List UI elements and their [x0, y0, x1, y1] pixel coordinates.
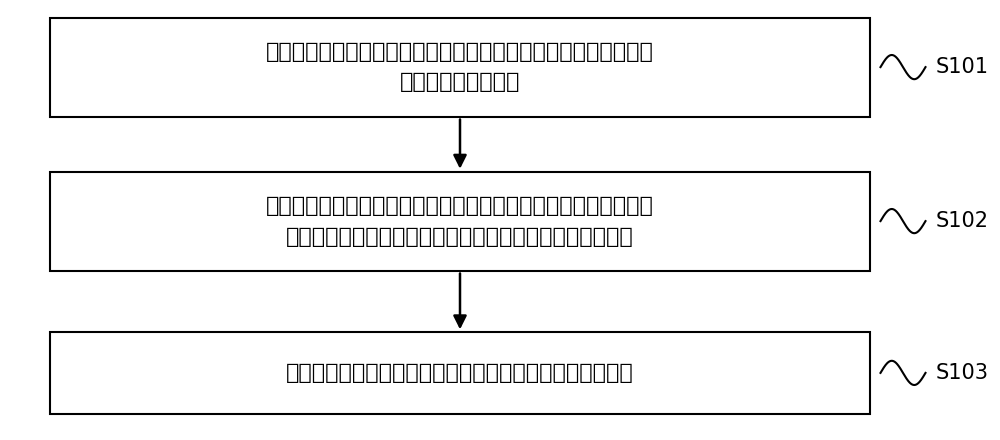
Text: S102: S102 — [936, 211, 989, 231]
Text: S103: S103 — [936, 363, 989, 383]
Text: 第二支路分波信号进行功率调整和相位调整获得补偿光载波: 第二支路分波信号进行功率调整和相位调整获得补偿光载波 — [286, 227, 634, 246]
FancyBboxPatch shape — [50, 332, 870, 414]
Text: 和第二支路分波信号: 和第二支路分波信号 — [400, 73, 520, 92]
Text: 获取待处理光信号，并对待处理光信号分光获得第一支路分波信号: 获取待处理光信号，并对待处理光信号分光获得第一支路分波信号 — [266, 42, 654, 62]
Text: 对第一调制光载波与补偿光载波合光，获得第二调制光载波: 对第一调制光载波与补偿光载波合光，获得第二调制光载波 — [286, 363, 634, 383]
FancyBboxPatch shape — [50, 172, 870, 271]
FancyBboxPatch shape — [50, 18, 870, 117]
Text: S101: S101 — [936, 57, 989, 77]
Text: 对第一支路分波信号进行光载波抑制调制获得第一调制光载波，对: 对第一支路分波信号进行光载波抑制调制获得第一调制光载波，对 — [266, 196, 654, 216]
